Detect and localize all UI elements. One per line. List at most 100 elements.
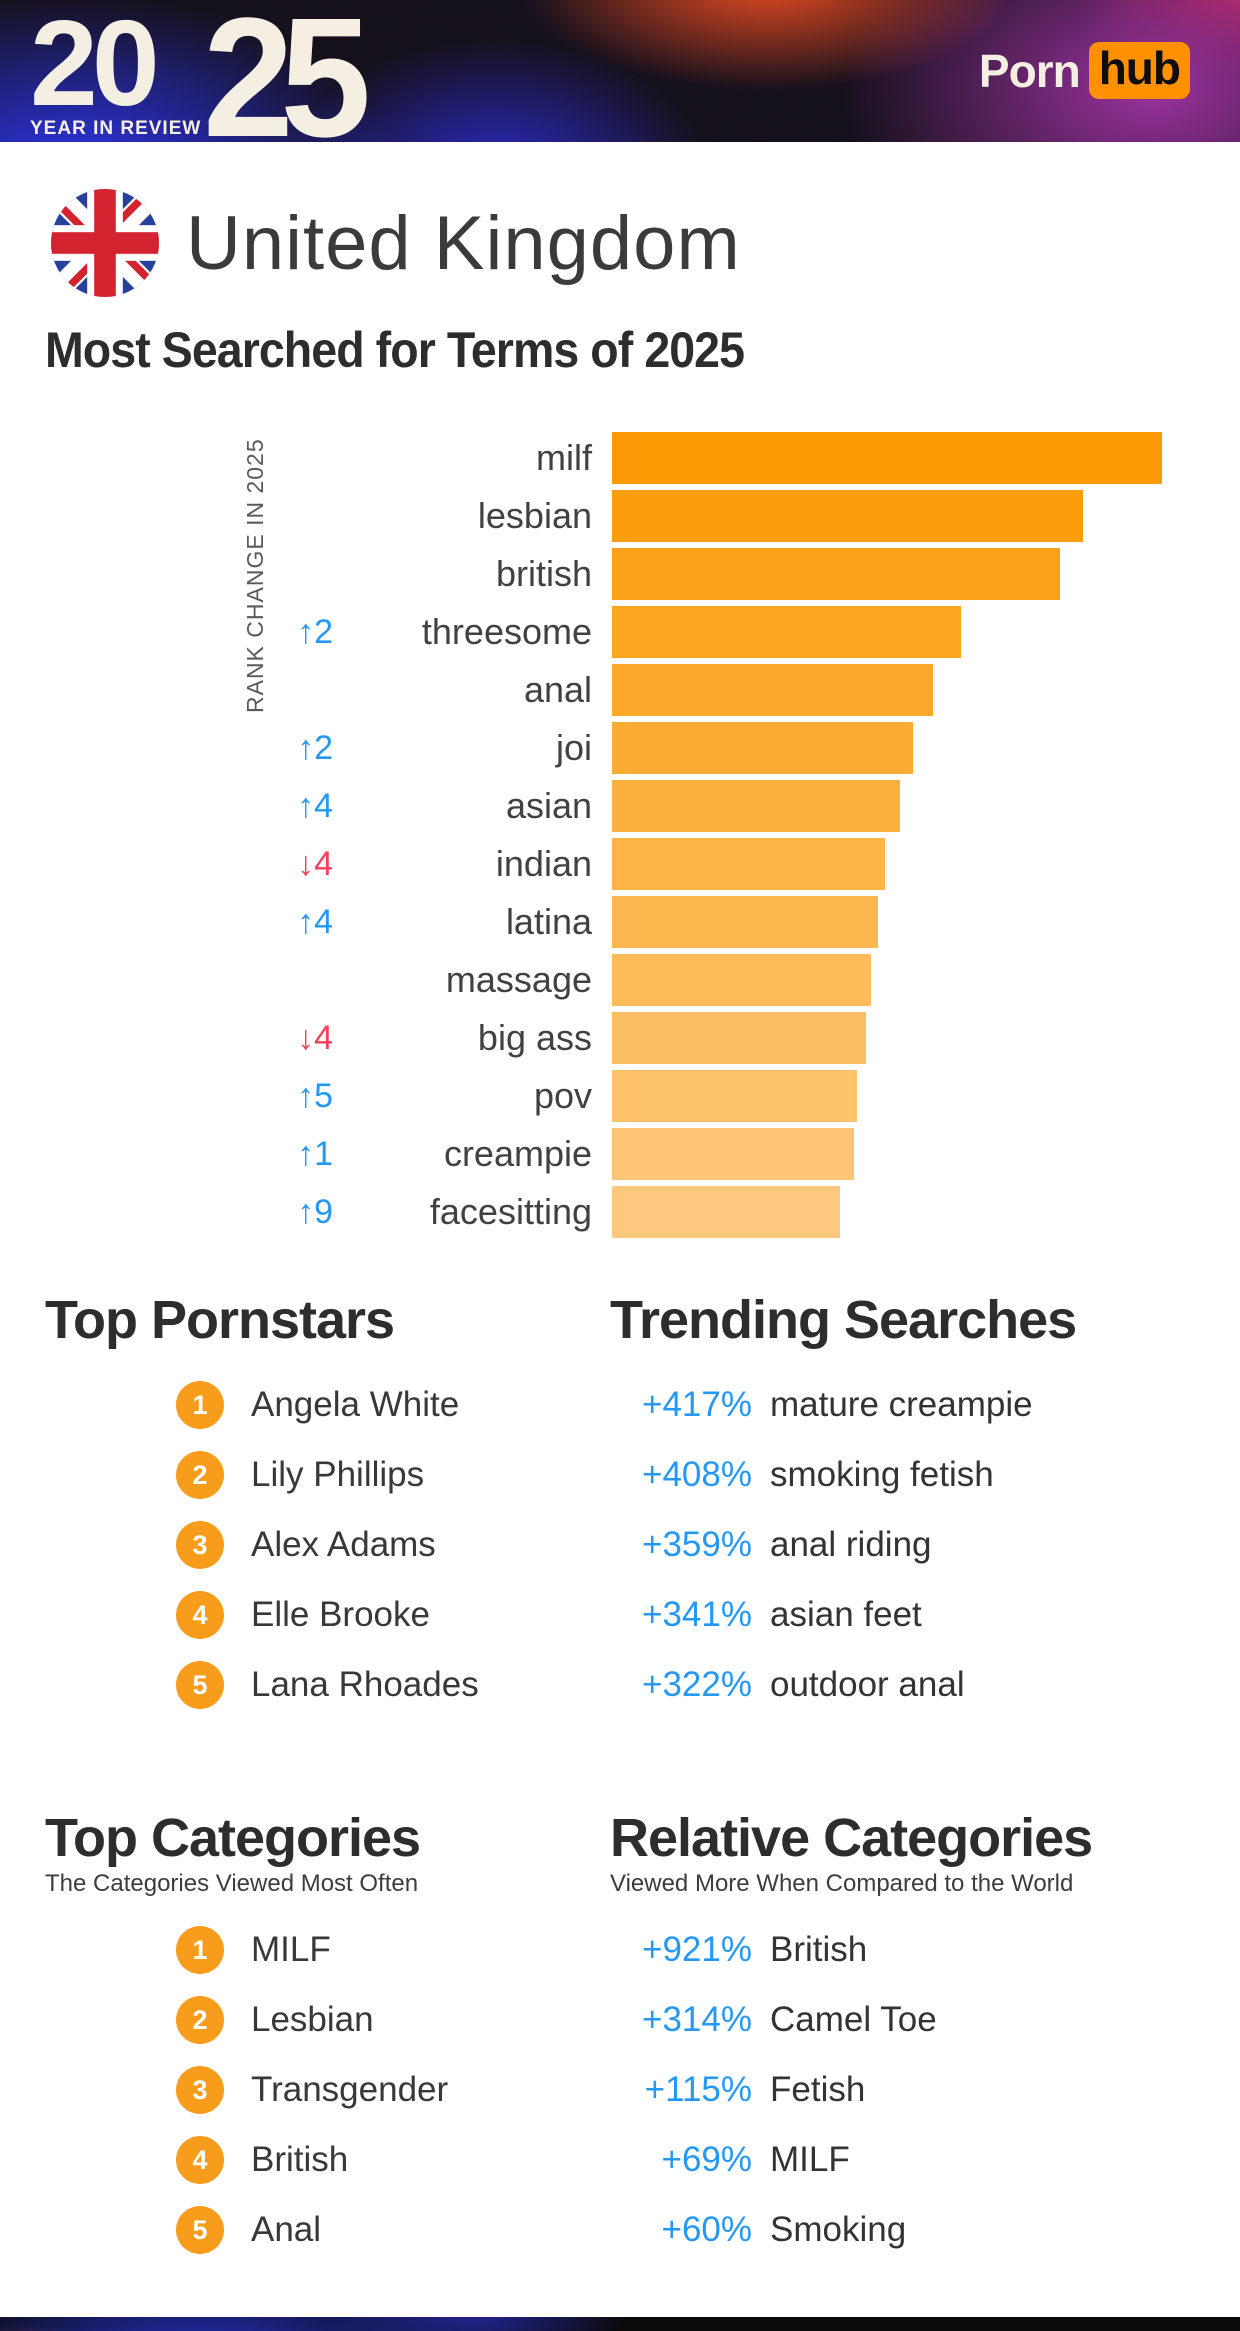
relative-categories-heading: Relative Categories (610, 1808, 1093, 1869)
chart-row: ↑1 creampie (0, 1125, 1240, 1183)
rank-change: ↑4 (297, 902, 333, 941)
term-label: creampie (443, 1133, 592, 1174)
relative-categories-list: +921% British +314% Camel Toe +115% Feti… (610, 1926, 1195, 2254)
pornstar-name: Alex Adams (251, 1525, 436, 1565)
top-pornstars-heading: Top Pornstars (45, 1290, 395, 1350)
trend-percentage: +417% (642, 1385, 752, 1425)
top-categories-column: Top Categories The Categories Viewed Mos… (45, 1809, 610, 2276)
chart-row: anal (0, 661, 1240, 719)
category-item: 1 MILF (176, 1926, 610, 1975)
trend-percentage: +341% (642, 1595, 752, 1635)
rank-change: ↑9 (297, 1192, 333, 1231)
pornstar-item: 1 Angela White (176, 1381, 610, 1430)
bar (612, 1070, 857, 1122)
top-categories-heading: Top Categories (45, 1808, 421, 1869)
pornstar-name: Elle Brooke (251, 1595, 430, 1635)
trend-term: anal riding (770, 1525, 932, 1565)
country-header: United Kingdom (0, 189, 1240, 297)
relative-percentage: +60% (661, 2210, 753, 2250)
term-label: big ass (477, 1017, 592, 1058)
pornstar-item: 5 Lana Rhoades (176, 1661, 610, 1710)
footer: PORNHUB.COM/INSIGHTS (0, 2317, 1240, 2331)
bar (612, 1186, 840, 1238)
category-name: MILF (251, 1930, 331, 1970)
rank-badge: 5 (176, 2206, 224, 2255)
year-in-review-logo: 20 YEAR IN REVIEW 25 (30, 0, 371, 142)
pornstar-name: Lily Phillips (251, 1455, 425, 1495)
chart-row: milf (0, 429, 1240, 487)
bar (612, 664, 934, 716)
relative-category-item: +60% Smoking (610, 2206, 1195, 2254)
category-item: 2 Lesbian (176, 1996, 610, 2045)
term-label: massage (445, 959, 592, 1000)
pornhub-logo-hub: hub (1088, 42, 1190, 99)
chart-row: ↑4 asian (0, 777, 1240, 835)
relative-category-name: British (770, 1930, 868, 1970)
relative-category-name: Fetish (770, 2070, 866, 2110)
category-name: Transgender (251, 2070, 449, 2110)
top-categories-subtitle: The Categories Viewed Most Often (45, 1869, 419, 1897)
chart-row: ↑4 latina (0, 893, 1240, 951)
category-item: 3 Transgender (176, 2066, 610, 2115)
bar (612, 896, 879, 948)
term-label: lesbian (477, 495, 592, 536)
trend-term: outdoor anal (770, 1665, 965, 1705)
trending-searches-column: Trending Searches +417% mature creampie … (610, 1291, 1195, 1731)
relative-percentage: +921% (642, 1930, 752, 1970)
category-name: British (251, 2140, 349, 2180)
uk-flag-icon (51, 189, 159, 297)
term-label: facesitting (429, 1191, 592, 1232)
bar (612, 838, 885, 890)
chart-row: lesbian (0, 487, 1240, 545)
bar (612, 432, 1162, 484)
term-label: joi (555, 727, 592, 768)
trending-search-item: +408% smoking fetish (610, 1451, 1195, 1499)
trend-percentage: +322% (642, 1665, 752, 1705)
term-label: latina (505, 901, 592, 942)
trend-term: smoking fetish (770, 1455, 994, 1495)
pornstar-item: 3 Alex Adams (176, 1521, 610, 1570)
bar (612, 1128, 854, 1180)
rank-change: ↑5 (297, 1076, 333, 1115)
chart-row: massage (0, 951, 1240, 1009)
rank-badge: 2 (176, 1451, 224, 1500)
rank-badge: 2 (176, 1996, 224, 2045)
trending-search-item: +359% anal riding (610, 1521, 1195, 1569)
year-in-review-tagline: YEAR IN REVIEW (30, 118, 202, 140)
rank-change: ↑1 (297, 1134, 333, 1173)
header-banner: 20 YEAR IN REVIEW 25 Porn hub (0, 0, 1240, 142)
relative-category-name: MILF (770, 2140, 850, 2180)
term-label: anal (523, 669, 592, 710)
chart-row: ↑5 pov (0, 1067, 1240, 1125)
pornstar-item: 2 Lily Phillips (176, 1451, 610, 1500)
pornhub-logo-porn: Porn (978, 44, 1081, 97)
country-title: United Kingdom (186, 200, 741, 286)
grain-texture (0, 2317, 1240, 2331)
pornstars-trending-section: Top Pornstars 1 Angela White 2 Lily Phil… (0, 1291, 1240, 1731)
relative-percentage: +314% (642, 2000, 752, 2040)
term-label: pov (533, 1075, 592, 1116)
relative-category-item: +115% Fetish (610, 2066, 1195, 2114)
relative-category-name: Camel Toe (770, 2000, 937, 2040)
rank-badge: 4 (176, 1591, 224, 1640)
trending-searches-heading: Trending Searches (610, 1290, 1077, 1350)
category-item: 5 Anal (176, 2206, 610, 2255)
pornstar-name: Angela White (251, 1385, 460, 1425)
rank-change: ↑4 (297, 786, 333, 825)
bar (612, 954, 872, 1006)
rank-change: ↓4 (297, 844, 333, 883)
rank-badge: 5 (176, 1661, 224, 1710)
term-label: british (495, 553, 592, 594)
trend-term: mature creampie (770, 1385, 1033, 1425)
bar-chart: RANK CHANGE IN 2025 milf lesbian british ↑2… (0, 429, 1240, 1241)
category-name: Anal (251, 2210, 322, 2250)
rank-change: ↓4 (297, 1018, 333, 1057)
trending-search-item: +341% asian feet (610, 1591, 1195, 1639)
category-name: Lesbian (251, 2000, 374, 2040)
term-label: threesome (421, 611, 592, 652)
relative-category-item: +69% MILF (610, 2136, 1195, 2184)
top-pornstars-list: 1 Angela White 2 Lily Phillips 3 Alex Ad… (45, 1381, 610, 1710)
trend-term: asian feet (770, 1595, 922, 1635)
pornhub-logo: Porn hub (979, 42, 1190, 99)
